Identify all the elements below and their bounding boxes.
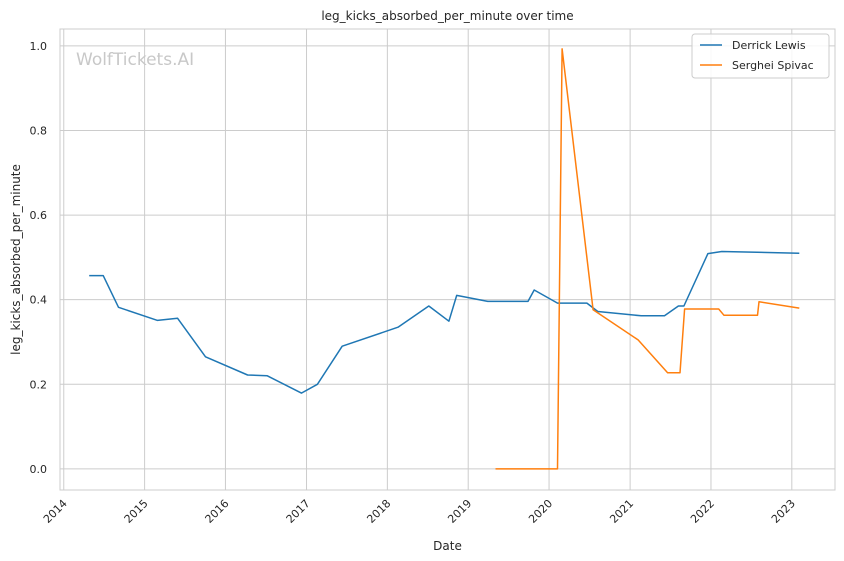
y-tick-labels: 0.0 0.2 0.4 0.6 0.8 1.0 [30, 40, 48, 476]
series-line-1 [89, 250, 800, 394]
x-tick-label: 2017 [284, 497, 313, 526]
y-tick-label: 0.4 [30, 294, 48, 307]
x-tick-label: 2018 [364, 497, 393, 526]
y-axis-title: leg_kicks_absorbed_per_minute [9, 164, 23, 355]
x-tick-label: 2021 [607, 497, 636, 526]
x-tick-label: 2023 [769, 497, 798, 526]
x-tick-label: 2019 [445, 497, 474, 526]
plot-frame [59, 28, 836, 491]
y-tick-label: 0.0 [30, 463, 48, 476]
y-tick-label: 0.6 [30, 209, 48, 222]
legend-label-1: Derrick Lewis [732, 39, 806, 52]
legend-label-2: Serghei Spivac [732, 59, 814, 72]
x-tick-label: 2020 [526, 497, 555, 526]
x-tick-label: 2014 [41, 497, 70, 526]
x-tick-label: 2022 [688, 497, 717, 526]
series-layer [89, 48, 800, 470]
y-tick-label: 0.8 [30, 125, 48, 138]
x-axis-title: Date [433, 539, 462, 553]
y-tick-label: 0.2 [30, 378, 48, 391]
x-tick-label: 2016 [203, 497, 232, 526]
legend-box [691, 33, 830, 79]
legend: Derrick Lewis Serghei Spivac [691, 33, 830, 79]
x-tick-label: 2015 [122, 497, 151, 526]
watermark-text: WolfTickets.AI [76, 50, 194, 70]
x-tick-labels: 2014 2015 2016 2017 2018 2019 2020 2021 2022 2023 [41, 497, 798, 526]
chart-title: leg_kicks_absorbed_per_minute over time [321, 9, 573, 23]
series-line-2 [495, 48, 800, 470]
grid [60, 29, 835, 490]
y-tick-label: 1.0 [30, 40, 48, 53]
